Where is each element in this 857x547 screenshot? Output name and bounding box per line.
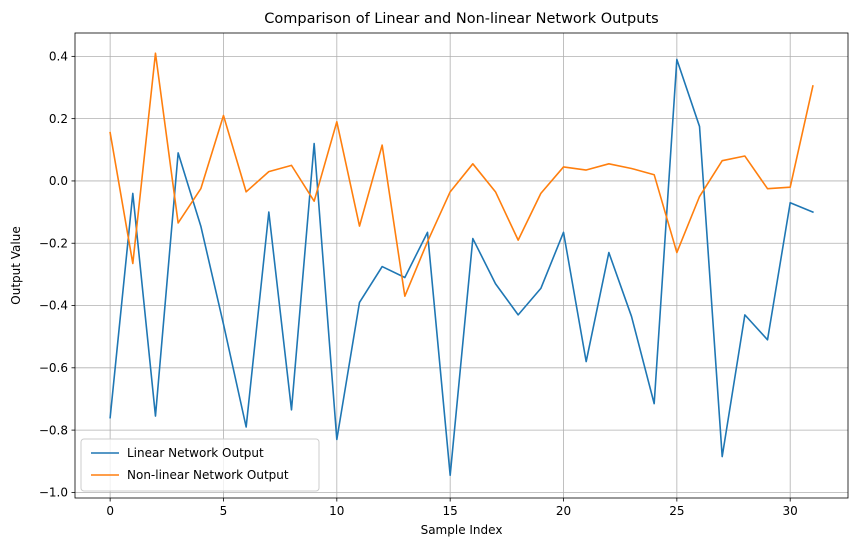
- series-line-linear: [109, 58, 814, 477]
- y-tick-label: −1.0: [39, 486, 68, 500]
- series-line-nonlinear: [109, 52, 814, 297]
- x-tick-label: 25: [669, 504, 684, 518]
- grid: [75, 33, 848, 498]
- x-tick-label: 0: [106, 504, 114, 518]
- x-tick-label: 20: [556, 504, 571, 518]
- plot-frame: [74, 32, 849, 499]
- x-tick-label: 30: [783, 504, 798, 518]
- legend-label: Linear Network Output: [127, 446, 264, 460]
- y-tick-label: 0.4: [49, 50, 68, 64]
- x-axis-label: Sample Index: [421, 523, 503, 537]
- y-tick-label: 0.0: [49, 174, 68, 188]
- y-tick-label: −0.4: [39, 299, 68, 313]
- y-tick-label: −0.8: [39, 423, 68, 437]
- y-tick-label: −0.6: [39, 361, 68, 375]
- legend: Linear Network Output Non-linear Network …: [80, 438, 320, 492]
- x-tick-label: 5: [220, 504, 228, 518]
- series-layer: [109, 52, 814, 477]
- x-tick-label: 15: [443, 504, 458, 518]
- legend-box: [80, 438, 320, 492]
- legend-label: Non-linear Network Output: [127, 468, 289, 482]
- x-tick-label: 10: [329, 504, 344, 518]
- y-axis: −1.0 −0.8 −0.6 −0.4 −0.2 0.0 0.2 0.4: [39, 50, 75, 500]
- y-tick-label: 0.2: [49, 112, 68, 126]
- chart-title: Comparison of Linear and Non-linear Netw…: [264, 11, 658, 27]
- y-axis-label: Output Value: [9, 226, 23, 304]
- x-axis: 0 5 10 15 20 25 30: [106, 498, 798, 518]
- y-tick-label: −0.2: [39, 236, 68, 250]
